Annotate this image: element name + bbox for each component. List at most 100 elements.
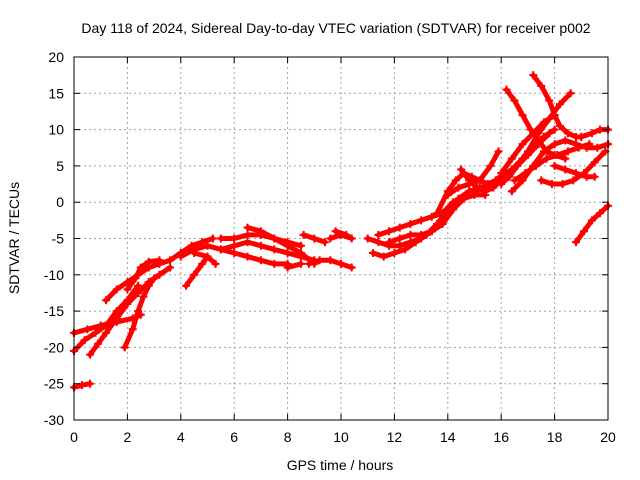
data-point-arc-33-0 xyxy=(537,176,546,185)
data-point-arc-05-6 xyxy=(166,256,175,265)
data-point-arc-15-0 xyxy=(299,230,308,239)
data-point-arc-21-3 xyxy=(406,219,415,228)
series-arc-07 xyxy=(123,256,164,294)
chart-title: Day 118 of 2024, Sidereal Day-to-day VTE… xyxy=(81,20,590,36)
data-point-arc-21-2 xyxy=(395,223,404,232)
data-point-arc-27-0 xyxy=(502,85,511,94)
data-point-arc-04-7 xyxy=(155,270,164,279)
data-point-arc-32-2 xyxy=(518,140,527,149)
data-point-arc-13-4 xyxy=(296,249,305,258)
data-point-arc-28-2 xyxy=(513,161,522,170)
data-point-arc-05-0 xyxy=(102,296,111,305)
data-point-arc-15-2 xyxy=(320,238,329,247)
data-point-arc-12-1 xyxy=(230,241,239,250)
data-point-arc-10-2 xyxy=(211,259,220,268)
series-line-arc-09 xyxy=(183,254,210,289)
data-point-arc-25-0 xyxy=(457,165,466,174)
data-point-arc-29-4 xyxy=(550,140,559,149)
data-point-arc-04-2 xyxy=(102,328,111,337)
data-point-arc-30-1 xyxy=(521,169,530,178)
data-point-arc-19-0 xyxy=(363,234,372,243)
data-point-arc-04-4 xyxy=(123,299,132,308)
series-arc-22 xyxy=(385,219,447,247)
data-point-arc-32-5 xyxy=(550,111,559,120)
tick-labels: 0 2 4 6 8 10 12 14 16 18 20 -30 -25 -20 -15 -10 -5 0 5 10 15… xyxy=(44,49,616,445)
data-point-arc-08-7 xyxy=(270,259,279,268)
series-arc-12 xyxy=(216,238,319,265)
data-point-arc-06-1 xyxy=(128,325,137,334)
y-tick-label: 5 xyxy=(56,158,64,174)
series-arc-16 xyxy=(304,256,356,272)
data-point-arc-24-4 xyxy=(486,161,495,170)
data-point-arc-36-0 xyxy=(571,238,580,247)
data-point-arc-26-0 xyxy=(470,187,479,196)
y-tick-label: 10 xyxy=(48,122,64,138)
data-series xyxy=(70,71,612,392)
y-tick-label: -5 xyxy=(52,231,65,247)
series-arc-06 xyxy=(120,274,159,352)
data-point-arc-30-2 xyxy=(531,161,540,170)
x-tick-label: 14 xyxy=(440,429,456,445)
data-point-arc-27-2 xyxy=(518,111,527,120)
data-point-arc-22-0 xyxy=(385,238,394,247)
data-point-arc-20-4 xyxy=(411,238,420,247)
data-point-arc-16-4 xyxy=(347,263,356,272)
series-arc-10 xyxy=(190,249,220,268)
data-point-arc-08-2 xyxy=(203,241,212,250)
data-point-arc-21-4 xyxy=(417,216,426,225)
data-point-arc-04-3 xyxy=(112,314,121,323)
data-point-arc-31-1 xyxy=(537,82,546,91)
data-point-arc-20-2 xyxy=(390,249,399,258)
x-tick-label: 16 xyxy=(493,429,509,445)
data-point-arc-24-3 xyxy=(475,176,484,185)
data-point-arc-09-1 xyxy=(190,270,199,279)
data-point-arc-21-1 xyxy=(385,227,394,236)
data-point-arc-32-4 xyxy=(539,118,548,127)
data-point-arc-22-3 xyxy=(417,230,426,239)
y-tick-label: 0 xyxy=(56,194,64,210)
data-point-arc-12-3 xyxy=(256,241,265,250)
data-point-arc-28-6 xyxy=(555,100,564,109)
data-point-arc-35-1 xyxy=(587,129,596,138)
y-tick-label: -20 xyxy=(44,339,64,355)
data-point-arc-31-5 xyxy=(563,129,572,138)
data-point-arc-11-0 xyxy=(216,234,225,243)
series-arc-15 xyxy=(299,230,329,247)
x-tick-label: 6 xyxy=(230,429,238,445)
series-arc-13 xyxy=(243,223,319,268)
data-point-arc-21-7 xyxy=(449,198,458,207)
data-point-arc-27-1 xyxy=(510,96,519,105)
data-point-arc-13-1 xyxy=(256,227,265,236)
data-point-arc-05-10 xyxy=(208,234,217,243)
data-point-arc-29-5 xyxy=(561,136,570,145)
data-point-arc-20-0 xyxy=(369,249,378,258)
data-point-arc-01-2 xyxy=(86,379,95,388)
series-arc-18 xyxy=(331,227,351,239)
x-axis-label: GPS time / hours xyxy=(287,457,394,473)
data-point-arc-23-0 xyxy=(433,209,442,218)
data-point-arc-10-0 xyxy=(190,249,199,258)
data-point-arc-07-4 xyxy=(155,256,164,265)
data-point-arc-32-3 xyxy=(529,129,538,138)
data-point-arc-19-3 xyxy=(395,241,404,250)
y-axis-label: SDTVAR / TECUs xyxy=(6,182,22,294)
data-point-arc-33-2 xyxy=(558,180,567,189)
data-point-arc-07-0 xyxy=(123,285,132,294)
data-point-arc-16-2 xyxy=(326,256,335,265)
data-point-arc-24-1 xyxy=(454,183,463,192)
data-point-arc-30-7 xyxy=(585,140,594,149)
y-tick-label: -25 xyxy=(44,376,64,392)
x-tick-label: 12 xyxy=(387,429,403,445)
series-arc-33 xyxy=(537,147,610,189)
data-point-arc-12-2 xyxy=(243,238,252,247)
data-point-arc-08-0 xyxy=(176,252,185,261)
x-tick-label: 10 xyxy=(333,429,349,445)
x-tick-label: 20 xyxy=(600,429,616,445)
data-point-arc-20-1 xyxy=(379,252,388,261)
data-point-arc-34-3 xyxy=(582,172,591,181)
data-point-arc-14-0 xyxy=(283,263,292,272)
data-point-arc-30-4 xyxy=(553,151,562,160)
data-point-arc-04-8 xyxy=(166,263,175,272)
data-point-arc-36-3 xyxy=(595,209,604,218)
